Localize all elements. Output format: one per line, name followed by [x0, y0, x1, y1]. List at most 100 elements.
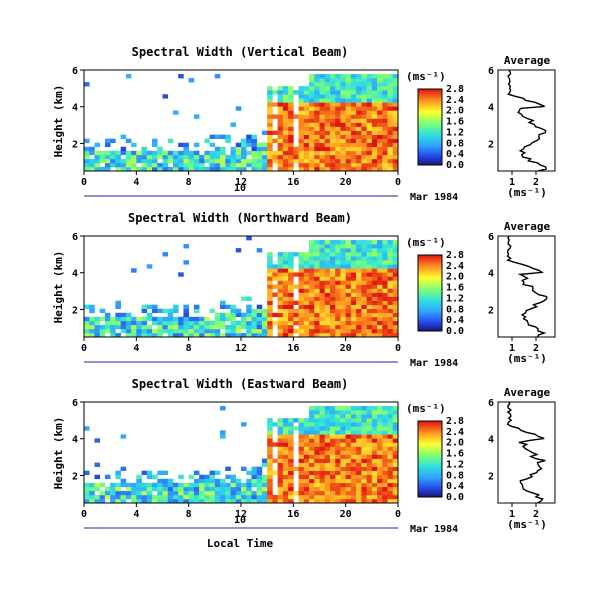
heatmap-cell [288, 118, 294, 123]
heatmap-cell [314, 332, 320, 338]
heatmap-cell [277, 490, 284, 496]
heatmap-cell [214, 324, 221, 330]
heatmap-cell [309, 430, 315, 435]
heatmap-cell [356, 442, 362, 447]
heatmap-cell [329, 446, 336, 451]
heatmap-cell [277, 470, 284, 476]
heatmap-cell [345, 122, 352, 127]
heatmap-cell [392, 158, 399, 164]
heatmap-cell [298, 276, 305, 281]
heatmap-cell [356, 332, 362, 338]
heatmap-cell [204, 154, 210, 160]
heatmap-cell [382, 486, 388, 492]
heatmap-cell [377, 276, 383, 281]
heatmap-cell [115, 474, 121, 480]
heatmap-cell [272, 102, 278, 107]
heatmap-cell [387, 252, 394, 257]
heatmap-cell [225, 328, 231, 334]
heatmap-cell [209, 328, 216, 334]
heatmap-cell [319, 122, 326, 127]
heatmap-cell [303, 86, 310, 91]
heatmap-cell [335, 126, 341, 131]
heatmap-cell [162, 498, 169, 504]
heatmap-cell [356, 494, 362, 500]
heatmap-cell [361, 142, 367, 148]
heatmap-cell [361, 498, 367, 504]
heatmap-cell [120, 166, 127, 172]
heatmap-cell [288, 446, 294, 451]
heatmap-cell [267, 462, 273, 467]
heatmap-cell [319, 130, 326, 135]
heatmap-cell [178, 154, 184, 160]
heatmap-cell [241, 332, 247, 338]
heatmap-cell [356, 490, 362, 496]
heatmap-cell [99, 316, 106, 322]
heatmap-cell [366, 446, 373, 451]
heatmap-cell [293, 90, 299, 95]
x-tick-label: 16 [287, 343, 299, 354]
heatmap-cell [377, 308, 383, 314]
heatmap-cell [157, 320, 163, 326]
heatmap-cell [303, 498, 310, 504]
heatmap-cell [319, 126, 326, 131]
heatmap-cell [356, 166, 362, 172]
heatmap-cell [314, 422, 320, 427]
heatmap-cell [288, 110, 294, 115]
heatmap-cell [277, 312, 284, 318]
heatmap-cell [183, 304, 189, 310]
heatmap-cell [377, 102, 383, 107]
heatmap-cell [361, 150, 367, 156]
heatmap-cell [246, 316, 252, 322]
heatmap-cell [309, 422, 315, 427]
heatmap-cell [230, 320, 237, 326]
heatmap-cell [178, 150, 184, 156]
heatmap-cell [387, 134, 394, 139]
heatmap-cell [319, 138, 326, 144]
heatmap-cell [361, 114, 367, 119]
heatmap-cell [377, 478, 383, 484]
heatmap-cell [366, 418, 373, 423]
heatmap-cell [319, 418, 326, 423]
heatmap-cell [345, 134, 352, 139]
heatmap-cell [204, 138, 210, 144]
heatmap-cell [204, 150, 210, 156]
heatmap-cell [335, 304, 341, 310]
heatmap-cell [329, 458, 336, 463]
heatmap-cell [309, 462, 315, 467]
heatmap-cell [303, 122, 310, 127]
heatmap-cell [235, 328, 242, 334]
heatmap-cell [366, 252, 373, 257]
heatmap-cell [324, 82, 331, 87]
heatmap-cell [141, 320, 148, 326]
heatmap-cell [350, 414, 357, 419]
heatmap-cell [371, 328, 378, 334]
heatmap-cell [267, 272, 273, 277]
heatmap-cell [371, 414, 378, 419]
heatmap-cell [366, 158, 373, 164]
heatmap-cell [162, 490, 169, 496]
heatmap-cell [366, 308, 373, 314]
heatmap-cell [272, 442, 278, 447]
heatmap-cell [366, 280, 373, 285]
heatmap-cell [345, 94, 352, 99]
heatmap-cell [371, 478, 378, 484]
heatmap-cell [152, 166, 158, 172]
heatmap-cell [361, 154, 367, 160]
heatmap-cell [319, 312, 326, 318]
heatmap-cell [267, 474, 273, 480]
heatmap-cell [345, 252, 352, 257]
heatmap-cell [324, 264, 331, 269]
heatmap-cell [319, 316, 326, 322]
heatmap-cell [303, 312, 310, 318]
heatmap-cell [350, 474, 357, 480]
heatmap-cell [366, 332, 373, 338]
heatmap-cell [371, 494, 378, 500]
heatmap-cell [267, 442, 273, 447]
heatmap-cell [293, 146, 299, 152]
heatmap-cell [340, 462, 346, 467]
heatmap-cell [356, 102, 362, 107]
heatmap-cell [324, 316, 331, 322]
heatmap-cell [314, 304, 320, 310]
heatmap-cell [350, 442, 357, 447]
heatmap-cell [324, 78, 331, 83]
